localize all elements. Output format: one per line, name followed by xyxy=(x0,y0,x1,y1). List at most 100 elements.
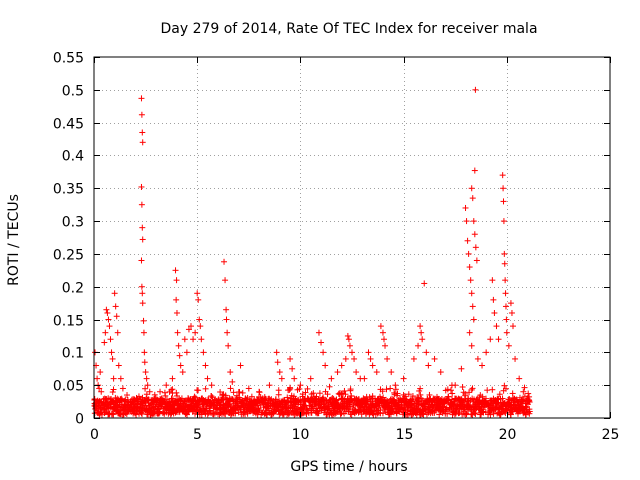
baseline-point xyxy=(300,409,307,416)
baseline-point xyxy=(514,398,521,405)
data-point xyxy=(469,195,476,202)
x-tick-label: 20 xyxy=(499,427,517,443)
baseline-point xyxy=(346,406,353,413)
data-point xyxy=(315,329,322,336)
data-point xyxy=(491,309,498,316)
baseline-point xyxy=(227,385,234,392)
baseline-point xyxy=(248,393,255,400)
baseline-point xyxy=(324,391,331,398)
baseline-point xyxy=(110,386,117,393)
data-point xyxy=(138,257,145,264)
data-point xyxy=(139,300,146,307)
data-point xyxy=(108,349,115,356)
baseline-point xyxy=(284,394,291,401)
data-point xyxy=(468,185,475,192)
data-point xyxy=(473,257,480,264)
baseline-point xyxy=(405,391,412,398)
data-point xyxy=(256,388,263,395)
y-tick-label: 0.35 xyxy=(53,182,84,198)
data-point xyxy=(524,395,531,402)
baseline-point xyxy=(230,389,237,396)
data-point xyxy=(369,362,376,369)
baseline-point xyxy=(479,408,486,415)
data-point xyxy=(512,355,519,362)
data-point xyxy=(502,277,509,284)
data-point xyxy=(176,352,183,359)
data-point xyxy=(487,336,494,343)
y-tick-label: 0.55 xyxy=(53,51,84,67)
data-point xyxy=(179,369,186,376)
baseline-point xyxy=(296,385,303,392)
baseline-point xyxy=(191,393,198,400)
baseline-point xyxy=(326,383,333,390)
data-point xyxy=(117,375,124,382)
data-point xyxy=(489,277,496,284)
data-point xyxy=(458,365,465,372)
data-point xyxy=(349,349,355,356)
data-point xyxy=(172,267,179,274)
data-point xyxy=(490,296,497,303)
y-tick-label: 0.1 xyxy=(62,346,84,362)
data-point xyxy=(115,362,122,369)
baseline-point xyxy=(383,386,390,393)
y-tick-label: 0.4 xyxy=(62,149,84,165)
data-point xyxy=(346,342,353,349)
data-point xyxy=(289,365,296,372)
data-point xyxy=(276,369,283,376)
data-point xyxy=(499,172,506,179)
baseline-point xyxy=(392,386,399,393)
baseline-point xyxy=(419,397,426,404)
baseline-point xyxy=(394,390,401,397)
baseline-point xyxy=(159,409,166,416)
baseline-point xyxy=(482,395,489,402)
data-point xyxy=(338,362,345,369)
data-point xyxy=(388,369,395,376)
data-point xyxy=(468,342,475,349)
data-point xyxy=(373,369,380,376)
data-point xyxy=(113,313,120,320)
x-tick-label: 25 xyxy=(602,427,620,443)
data-point xyxy=(479,362,486,369)
baseline-point xyxy=(387,385,394,392)
data-point xyxy=(202,362,209,369)
data-point xyxy=(464,237,471,244)
data-point xyxy=(181,336,188,343)
data-point xyxy=(157,388,164,395)
data-point xyxy=(384,355,391,362)
data-point xyxy=(322,362,329,369)
data-point xyxy=(110,375,117,382)
data-point xyxy=(143,375,150,382)
data-point xyxy=(345,336,352,343)
data-point xyxy=(109,355,116,362)
baseline-point xyxy=(347,403,354,410)
baseline-point xyxy=(379,388,386,395)
data-point xyxy=(139,290,146,297)
baseline-point xyxy=(316,390,323,397)
baseline-point xyxy=(399,405,406,412)
baseline-point xyxy=(462,392,469,399)
data-point xyxy=(334,369,341,376)
data-point xyxy=(274,359,281,366)
baseline-point xyxy=(347,387,354,394)
baseline-point xyxy=(236,388,243,395)
data-point xyxy=(138,111,145,118)
grid xyxy=(94,57,610,418)
baseline-point xyxy=(376,409,383,416)
data-point xyxy=(467,277,474,284)
x-tick-label: 0 xyxy=(90,427,99,443)
data-point xyxy=(237,362,244,369)
data-point xyxy=(472,244,479,251)
data-point xyxy=(501,250,508,257)
data-point xyxy=(197,323,204,330)
data-point xyxy=(141,349,148,356)
data-point xyxy=(229,378,236,385)
data-point xyxy=(423,349,430,356)
data-point xyxy=(503,316,510,323)
baseline-point xyxy=(168,386,175,393)
data-point xyxy=(221,258,228,265)
baseline-point xyxy=(414,394,421,401)
data-point xyxy=(173,309,180,316)
baseline-point xyxy=(426,391,433,398)
data-point xyxy=(227,369,234,376)
data-point xyxy=(503,329,510,336)
